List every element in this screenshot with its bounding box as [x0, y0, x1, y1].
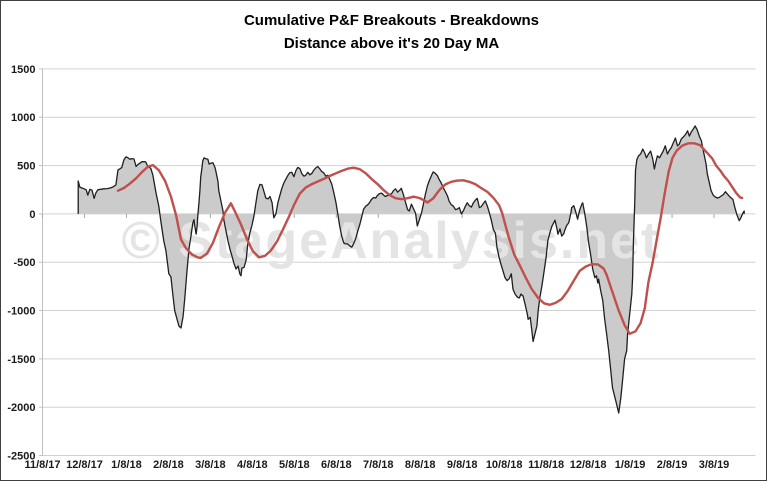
x-axis-label: 3/8/18 [195, 459, 226, 471]
x-axis-label: 1/8/18 [111, 459, 142, 471]
chart-title: Cumulative P&F Breakouts - Breakdowns [243, 12, 540, 29]
x-axis-label: 11/8/17 [24, 459, 60, 471]
breakouts-area-outline [77, 125, 745, 414]
x-axis-label: 8/8/18 [405, 459, 436, 471]
x-axis-label: 2/8/19 [657, 459, 688, 471]
x-axis-label: 4/8/18 [237, 459, 268, 471]
y-axis-label: 500 [17, 161, 35, 173]
x-axis-label: 9/8/18 [447, 459, 478, 471]
ma-line-series [116, 142, 744, 335]
y-axis-label: 1500 [11, 64, 35, 76]
watermark-text: © StageAnalysis.net [122, 212, 661, 270]
x-axis-label: 5/8/18 [279, 459, 310, 471]
y-axis-label: -500 [13, 257, 35, 269]
y-axis-label: -2500 [7, 451, 35, 463]
x-axis-label: 11/8/18 [528, 459, 564, 471]
x-axis-label: 1/8/19 [615, 459, 646, 471]
x-axis-label: 7/8/18 [363, 459, 394, 471]
y-axis-label: 1000 [11, 112, 35, 124]
x-axis-label: 2/8/18 [153, 459, 184, 471]
x-axis-label: 10/8/18 [486, 459, 523, 471]
breakouts-area-series [78, 125, 745, 414]
y-axis-label: -1500 [7, 354, 35, 366]
x-axis-label: 6/8/18 [321, 459, 352, 471]
y-axis-label: -2000 [7, 402, 35, 414]
y-axis-label: 0 [29, 209, 35, 221]
chart-subtitle: Distance above it's 20 Day MA [283, 35, 500, 52]
x-axis-label: 12/8/17 [66, 459, 103, 471]
x-axis-label: 3/8/19 [699, 459, 730, 471]
y-axis-label: -1000 [7, 306, 35, 318]
x-axis-label: 12/8/18 [570, 459, 607, 471]
